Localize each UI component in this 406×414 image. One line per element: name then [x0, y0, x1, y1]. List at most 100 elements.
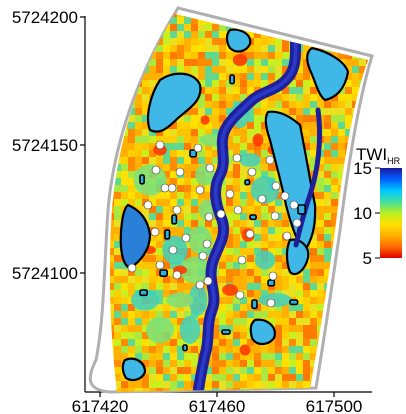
- raster-cell: [331, 199, 338, 206]
- raster-cell: [100, 87, 107, 94]
- raster-cell: [100, 115, 107, 122]
- raster-cell: [303, 143, 310, 150]
- raster-cell: [100, 346, 107, 353]
- raster-cell: [240, 297, 247, 304]
- raster-cell: [233, 332, 240, 339]
- raster-cell: [198, 325, 205, 332]
- raster-cell: [156, 353, 163, 360]
- raster-cell: [296, 17, 303, 24]
- raster-cell: [109, 339, 114, 346]
- raster-cell: [219, 353, 226, 360]
- raster-cell: [128, 129, 135, 136]
- raster-cell: [303, 374, 310, 381]
- raster-cell: [303, 367, 310, 374]
- raster-cell: [233, 164, 240, 171]
- raster-cell: [109, 38, 114, 45]
- raster-cell: [135, 346, 142, 353]
- raster-cell: [135, 129, 142, 136]
- raster-cell: [121, 304, 128, 311]
- raster-cell: [247, 14, 254, 17]
- raster-cell: [282, 374, 289, 381]
- raster-cell: [345, 38, 352, 45]
- raster-cell: [331, 101, 338, 108]
- raster-cell: [114, 66, 121, 73]
- raster-patch: [166, 292, 194, 308]
- raster-cell: [240, 241, 247, 248]
- raster-cell: [109, 234, 114, 241]
- raster-cell: [247, 276, 254, 283]
- raster-cell: [310, 269, 317, 276]
- raster-cell: [212, 108, 219, 115]
- wet-patch: [229, 74, 235, 85]
- raster-cell: [310, 367, 317, 374]
- raster-cell: [128, 38, 135, 45]
- raster-cell: [261, 283, 268, 290]
- raster-cell: [261, 157, 268, 164]
- raster-cell: [289, 94, 296, 101]
- raster-cell: [184, 38, 191, 45]
- raster-cell: [114, 171, 121, 178]
- raster-cell: [205, 157, 212, 164]
- raster-cell: [331, 234, 338, 241]
- raster-cell: [366, 115, 368, 122]
- raster-cell: [310, 17, 317, 24]
- raster-cell: [156, 360, 163, 367]
- raster-cell: [170, 367, 177, 374]
- raster-cell: [219, 199, 226, 206]
- raster-cell: [324, 262, 331, 269]
- sample-point: [193, 143, 203, 153]
- raster-cell: [324, 248, 331, 255]
- raster-cell: [373, 199, 380, 206]
- raster-cell: [128, 353, 135, 360]
- y-tick-label: 5724100: [12, 264, 78, 283]
- wet-patch: [139, 289, 148, 297]
- raster-cell: [233, 248, 240, 255]
- raster-cell: [338, 262, 345, 269]
- raster-cell: [282, 87, 289, 94]
- raster-cell: [135, 87, 142, 94]
- raster-cell: [366, 14, 368, 17]
- raster-cell: [170, 199, 177, 206]
- raster-cell: [352, 353, 359, 360]
- raster-cell: [310, 234, 317, 241]
- raster-cell: [170, 339, 177, 346]
- raster-cell: [128, 318, 135, 325]
- raster-cell: [135, 276, 142, 283]
- raster-cell: [310, 241, 317, 248]
- raster-cell: [247, 185, 254, 192]
- raster-cell: [303, 339, 310, 346]
- raster-cell: [240, 73, 247, 80]
- raster-cell: [317, 304, 324, 311]
- raster-patch: [179, 256, 211, 284]
- raster-cell: [212, 129, 219, 136]
- raster-cell: [261, 311, 268, 318]
- raster-cell: [184, 388, 191, 392]
- raster-cell: [366, 38, 368, 45]
- raster-cell: [156, 17, 163, 24]
- raster-cell: [142, 101, 149, 108]
- raster-cell: [303, 94, 310, 101]
- raster-cell: [254, 101, 261, 108]
- raster-cell: [191, 360, 198, 367]
- sample-point: [143, 200, 153, 210]
- raster-cell: [352, 297, 359, 304]
- raster-cell: [296, 66, 303, 73]
- raster-cell: [170, 129, 177, 136]
- raster-cell: [205, 73, 212, 80]
- raster-cell: [191, 24, 198, 31]
- raster-cell: [324, 171, 331, 178]
- raster-cell: [109, 304, 114, 311]
- raster-cell: [109, 45, 114, 52]
- raster-cell: [289, 311, 296, 318]
- raster-cell: [359, 311, 366, 318]
- raster-cell: [100, 38, 107, 45]
- raster-cell: [373, 241, 380, 248]
- raster-cell: [184, 311, 191, 318]
- raster-cell: [191, 220, 198, 227]
- raster-cell: [184, 241, 191, 248]
- wet-patch: [159, 269, 168, 277]
- raster-cell: [114, 318, 121, 325]
- raster-cell: [296, 318, 303, 325]
- raster-cell: [331, 297, 338, 304]
- raster-cell: [205, 38, 212, 45]
